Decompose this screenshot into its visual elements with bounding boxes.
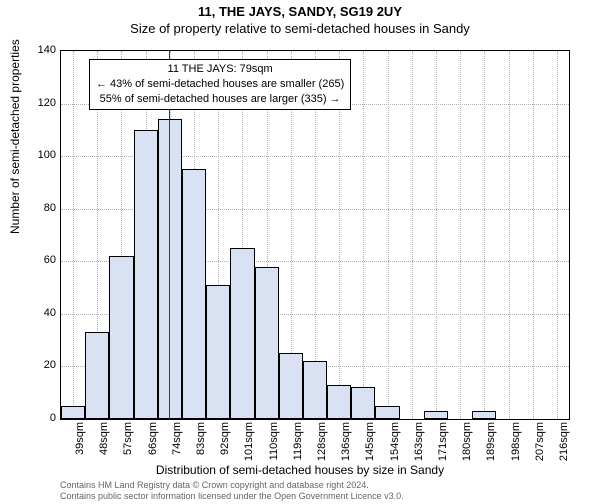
footer-line2: Contains public sector information licen… [60,491,404,502]
xtick-label: 66sqm [147,422,159,462]
xtick-label: 83sqm [195,422,207,462]
histogram-bar [472,411,496,419]
histogram-bar [230,248,254,419]
xtick-label: 163sqm [413,422,425,462]
ytick-label: 100 [16,149,56,161]
gridline-v [557,51,558,419]
xtick-label: 119sqm [292,422,304,462]
annotation-line1: 11 THE JAYS: 79sqm [96,62,344,77]
histogram-bar [134,130,158,419]
histogram-bar [206,285,230,419]
gridline-v [388,51,389,419]
xtick-label: 74sqm [171,422,183,462]
xtick-label: 101sqm [243,422,255,462]
xtick-label: 48sqm [98,422,110,462]
ytick-label: 0 [16,412,56,424]
xtick-label: 92sqm [219,422,231,462]
plot-area: 11 THE JAYS: 79sqm← 43% of semi-detached… [60,50,570,420]
histogram-bar [255,267,279,419]
ytick-label: 140 [16,44,56,56]
gridline-v [412,51,413,419]
xtick-label: 198sqm [510,422,522,462]
annotation-line2: ← 43% of semi-detached houses are smalle… [96,77,344,92]
gridline-v [509,51,510,419]
gridline-v [484,51,485,419]
histogram-bar [158,119,182,419]
xtick-label: 136sqm [340,422,352,462]
gridline-v [460,51,461,419]
xtick-label: 145sqm [364,422,376,462]
ytick-label: 60 [16,254,56,266]
footer-attribution: Contains HM Land Registry data © Crown c… [60,480,404,502]
chart-title-main: 11, THE JAYS, SANDY, SG19 2UY [0,4,600,19]
histogram-bar [85,332,109,419]
histogram-bar [303,361,327,419]
histogram-bar [375,406,399,419]
histogram-bar [351,387,375,419]
xtick-label: 207sqm [534,422,546,462]
xtick-label: 39sqm [74,422,86,462]
xtick-label: 57sqm [122,422,134,462]
histogram-bar [61,406,85,419]
gridline-v [73,51,74,419]
histogram-bar [327,385,351,419]
histogram-bar [279,353,303,419]
annotation-box: 11 THE JAYS: 79sqm← 43% of semi-detached… [89,59,351,110]
footer-line1: Contains HM Land Registry data © Crown c… [60,480,404,491]
gridline-v [436,51,437,419]
annotation-line3: 55% of semi-detached houses are larger (… [96,92,344,107]
chart-title-sub: Size of property relative to semi-detach… [0,21,600,36]
xtick-label: 189sqm [485,422,497,462]
xtick-label: 154sqm [389,422,401,462]
gridline-v [533,51,534,419]
xtick-label: 128sqm [316,422,328,462]
xtick-label: 216sqm [558,422,570,462]
gridline-v [363,51,364,419]
histogram-bar [182,169,206,419]
ytick-label: 20 [16,359,56,371]
x-axis-label: Distribution of semi-detached houses by … [0,463,600,477]
ytick-label: 80 [16,202,56,214]
xtick-label: 110sqm [268,422,280,462]
xtick-label: 180sqm [461,422,473,462]
xtick-label: 171sqm [437,422,449,462]
ytick-label: 40 [16,307,56,319]
histogram-bar [109,256,133,419]
ytick-label: 120 [16,97,56,109]
histogram-bar [424,411,448,419]
